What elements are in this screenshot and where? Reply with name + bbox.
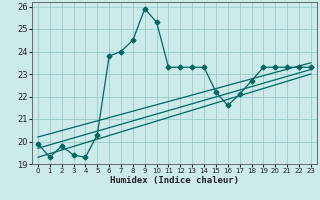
X-axis label: Humidex (Indice chaleur): Humidex (Indice chaleur) (110, 176, 239, 185)
